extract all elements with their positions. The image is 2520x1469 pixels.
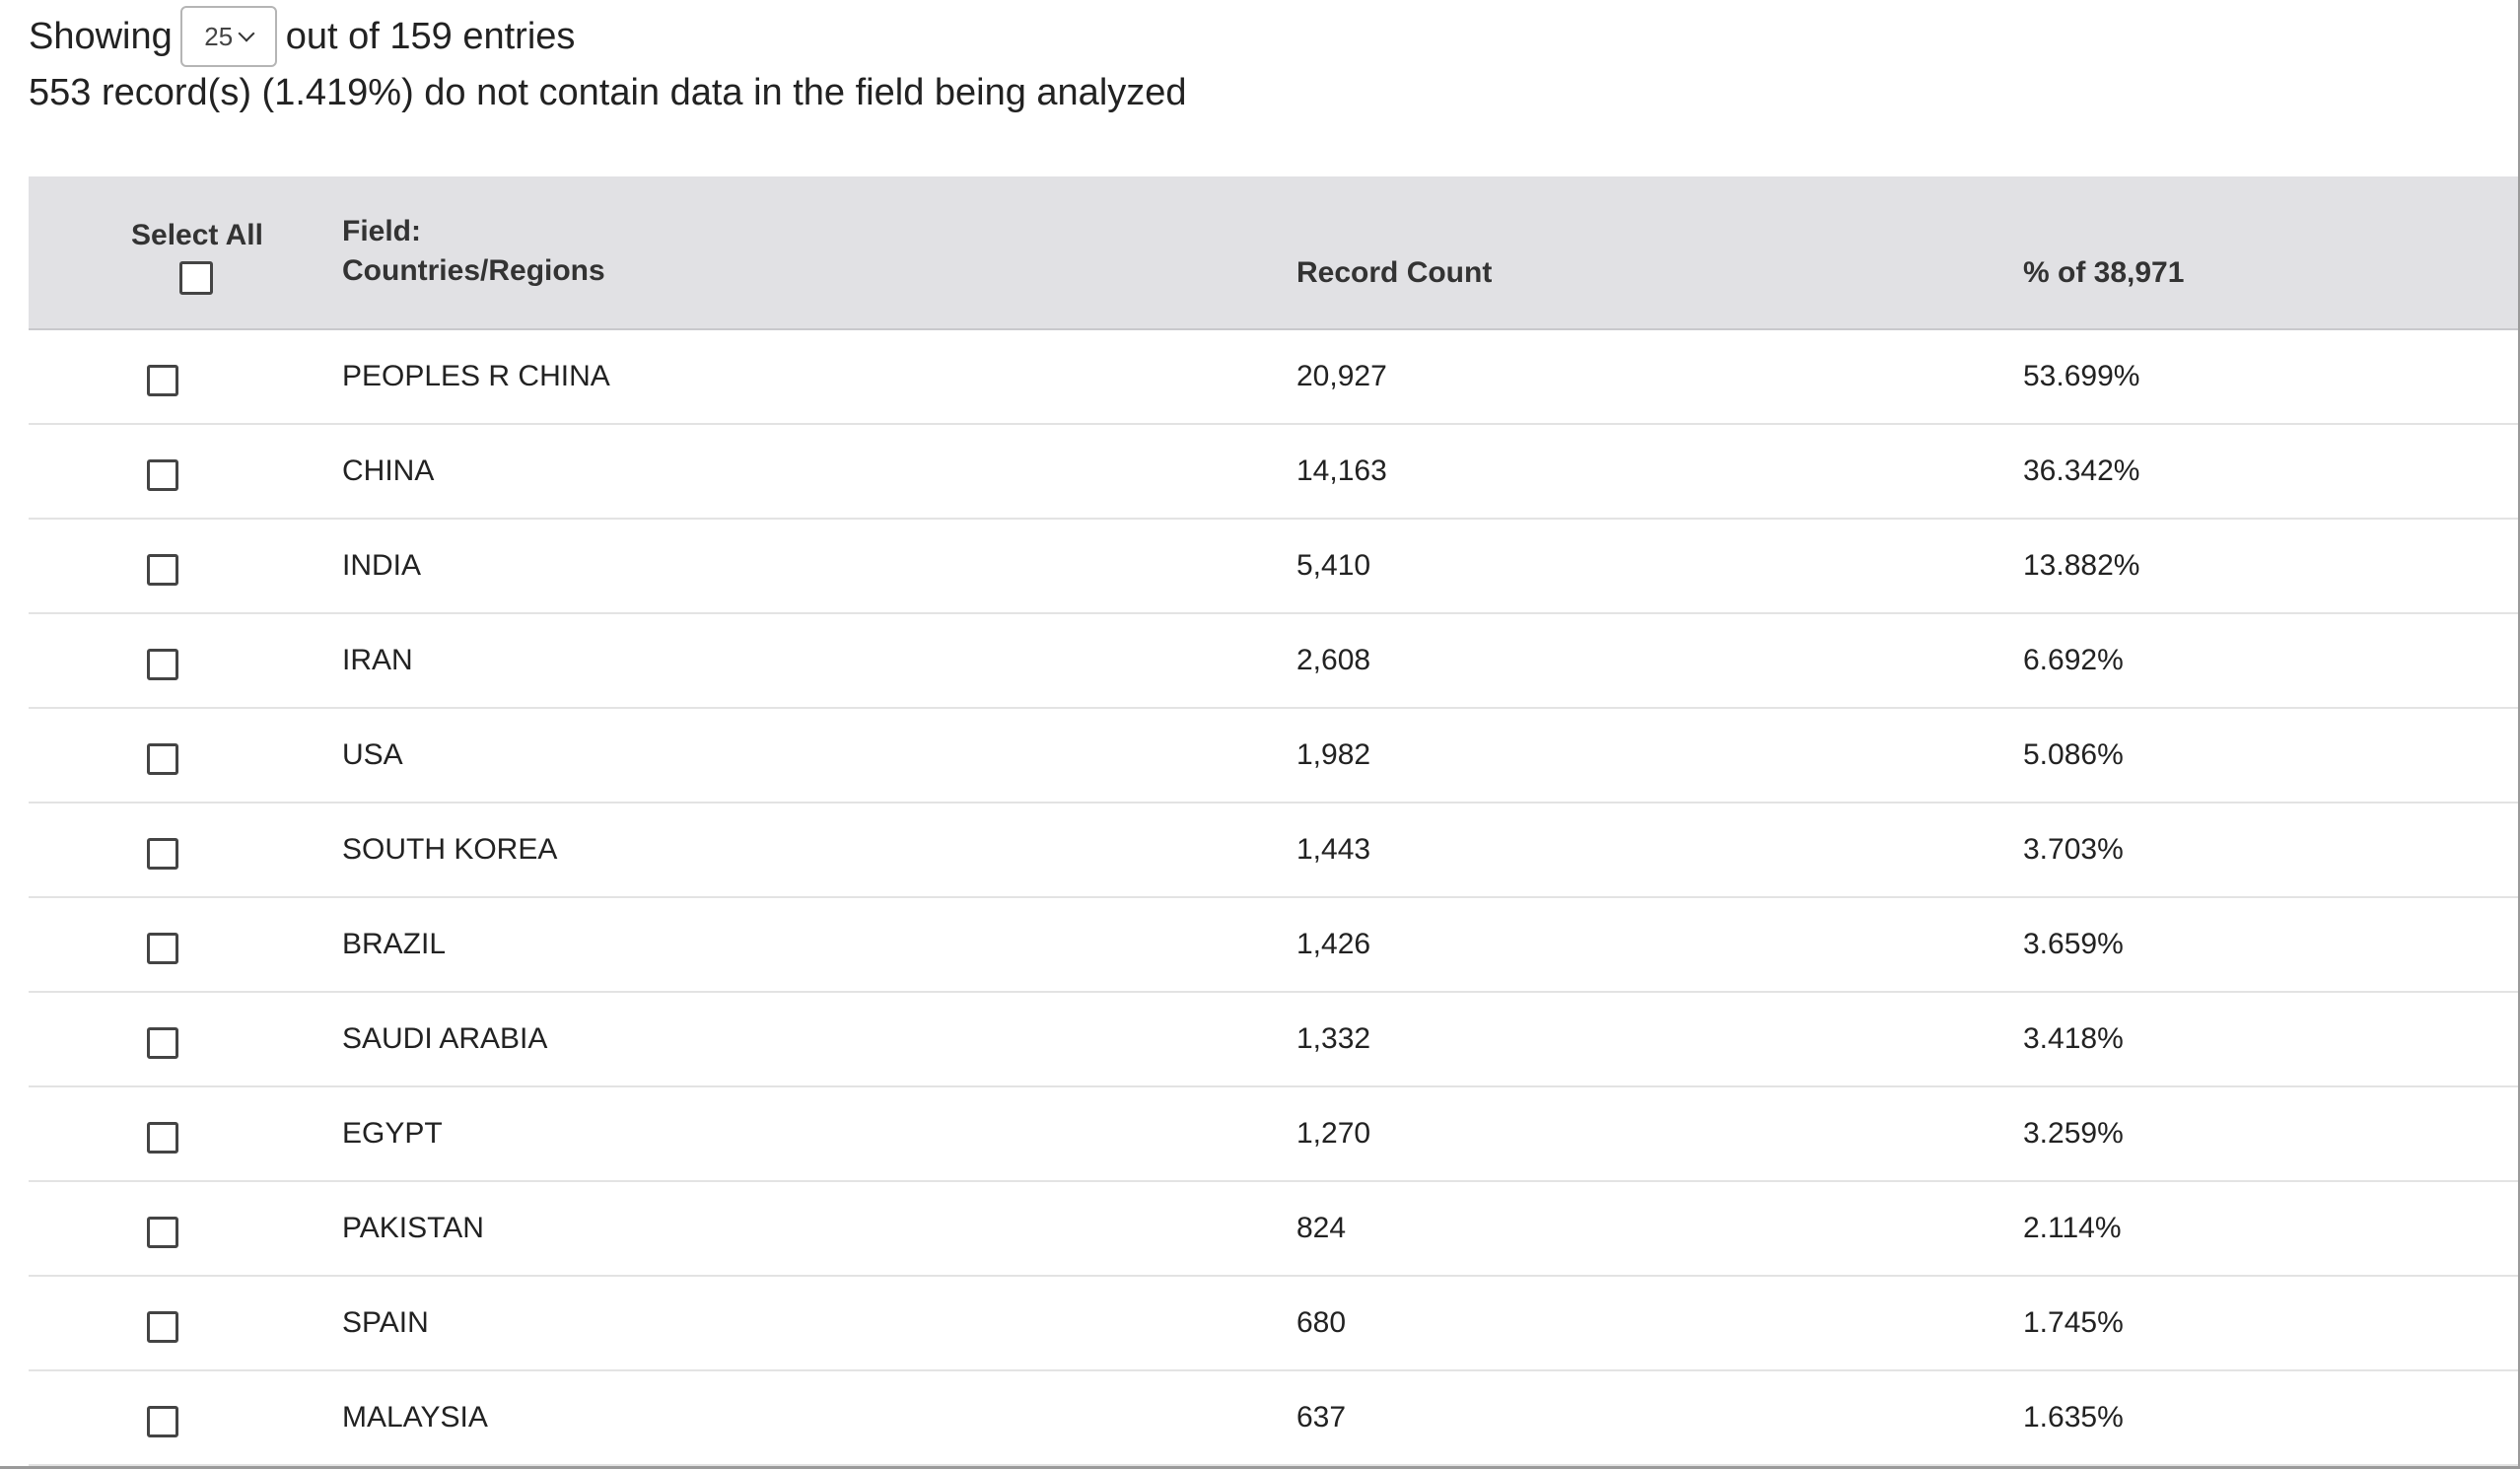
bottom-border bbox=[0, 1466, 2520, 1469]
field-header-line2: Countries/Regions bbox=[342, 254, 605, 287]
percent-value: 2.114% bbox=[2023, 1212, 2122, 1244]
field-value: PEOPLES R CHINA bbox=[342, 360, 610, 392]
percent-column-header[interactable]: % of 38,971 bbox=[2023, 256, 2185, 289]
field-value: SPAIN bbox=[342, 1306, 429, 1339]
percent-value: 3.659% bbox=[2023, 928, 2124, 960]
field-value: MALAYSIA bbox=[342, 1401, 488, 1434]
table-row: EGYPT 1,270 3.259% bbox=[29, 1087, 2520, 1182]
percent-value: 1.635% bbox=[2023, 1401, 2124, 1434]
percent-value: 13.882% bbox=[2023, 549, 2140, 582]
field-value: PAKISTAN bbox=[342, 1212, 484, 1244]
percent-value: 53.699% bbox=[2023, 360, 2140, 392]
table-row: IRAN 2,608 6.692% bbox=[29, 614, 2520, 709]
record-count-value: 1,443 bbox=[1296, 833, 1371, 866]
record-count-value: 824 bbox=[1296, 1212, 1347, 1244]
table-row: USA 1,982 5.086% bbox=[29, 709, 2520, 804]
row-checkbox[interactable] bbox=[147, 1217, 178, 1248]
table-row: PEOPLES R CHINA 20,927 53.699% bbox=[29, 330, 2520, 425]
percent-value: 3.259% bbox=[2023, 1117, 2124, 1150]
table-row: BRAZIL 1,426 3.659% bbox=[29, 898, 2520, 993]
percent-value: 6.692% bbox=[2023, 644, 2124, 676]
field-value: INDIA bbox=[342, 549, 422, 582]
record-count-value: 680 bbox=[1296, 1306, 1347, 1339]
row-checkbox[interactable] bbox=[147, 838, 178, 870]
table-row: PAKISTAN 824 2.114% bbox=[29, 1182, 2520, 1277]
showing-entries-line: Showing 25 out of 159 entries bbox=[29, 6, 575, 67]
page-size-value: 25 bbox=[204, 21, 234, 51]
percent-value: 5.086% bbox=[2023, 738, 2124, 771]
table-row: CHINA 14,163 36.342% bbox=[29, 425, 2520, 520]
table-header: Select All Field: Countries/Regions Reco… bbox=[29, 176, 2520, 330]
table-body: PEOPLES R CHINA 20,927 53.699% CHINA 14,163 3… bbox=[29, 330, 2520, 1466]
row-checkbox[interactable] bbox=[147, 554, 178, 586]
row-checkbox[interactable] bbox=[147, 743, 178, 775]
table-row: SPAIN 680 1.745% bbox=[29, 1277, 2520, 1371]
row-checkbox[interactable] bbox=[147, 1122, 178, 1154]
field-value: EGYPT bbox=[342, 1117, 443, 1150]
record-count-value: 14,163 bbox=[1296, 455, 1387, 487]
record-count-value: 1,332 bbox=[1296, 1022, 1371, 1055]
results-table: Select All Field: Countries/Regions Reco… bbox=[29, 176, 2520, 1466]
percent-value: 1.745% bbox=[2023, 1306, 2124, 1339]
field-value: CHINA bbox=[342, 455, 435, 487]
row-checkbox[interactable] bbox=[147, 649, 178, 680]
missing-data-note: 553 record(s) (1.419%) do not contain da… bbox=[29, 72, 1187, 113]
row-checkbox[interactable] bbox=[147, 459, 178, 491]
select-all-label: Select All bbox=[131, 219, 263, 251]
record-count-value: 20,927 bbox=[1296, 360, 1387, 392]
chevron-down-icon bbox=[238, 25, 255, 42]
field-column-header[interactable]: Field: Countries/Regions bbox=[342, 212, 605, 291]
record-count-value: 2,608 bbox=[1296, 644, 1371, 676]
select-all-header: Select All bbox=[131, 216, 309, 255]
right-border bbox=[2518, 0, 2520, 1469]
row-checkbox[interactable] bbox=[147, 365, 178, 396]
record-count-value: 5,410 bbox=[1296, 549, 1371, 582]
showing-prefix: Showing bbox=[29, 15, 173, 57]
percent-value: 36.342% bbox=[2023, 455, 2140, 487]
row-checkbox[interactable] bbox=[147, 1311, 178, 1343]
table-row: SAUDI ARABIA 1,332 3.418% bbox=[29, 993, 2520, 1087]
field-header-line1: Field: bbox=[342, 215, 421, 247]
field-value: SOUTH KOREA bbox=[342, 833, 558, 866]
field-value: SAUDI ARABIA bbox=[342, 1022, 548, 1055]
record-count-value: 1,426 bbox=[1296, 928, 1371, 960]
page-size-select[interactable]: 25 bbox=[179, 6, 277, 67]
percent-value: 3.703% bbox=[2023, 833, 2124, 866]
table-row: INDIA 5,410 13.882% bbox=[29, 520, 2520, 614]
percent-value: 3.418% bbox=[2023, 1022, 2124, 1055]
record-count-column-header[interactable]: Record Count bbox=[1296, 256, 1493, 289]
row-checkbox[interactable] bbox=[147, 1027, 178, 1059]
row-checkbox[interactable] bbox=[147, 933, 178, 964]
table-row: MALAYSIA 637 1.635% bbox=[29, 1371, 2520, 1466]
record-count-value: 637 bbox=[1296, 1401, 1347, 1434]
record-count-value: 1,982 bbox=[1296, 738, 1371, 771]
field-value: USA bbox=[342, 738, 403, 771]
record-count-value: 1,270 bbox=[1296, 1117, 1371, 1150]
showing-suffix: out of 159 entries bbox=[285, 15, 576, 57]
row-checkbox[interactable] bbox=[147, 1406, 178, 1437]
select-all-checkbox[interactable] bbox=[179, 261, 213, 295]
table-row: SOUTH KOREA 1,443 3.703% bbox=[29, 804, 2520, 898]
field-value: IRAN bbox=[342, 644, 413, 676]
field-value: BRAZIL bbox=[342, 928, 447, 960]
